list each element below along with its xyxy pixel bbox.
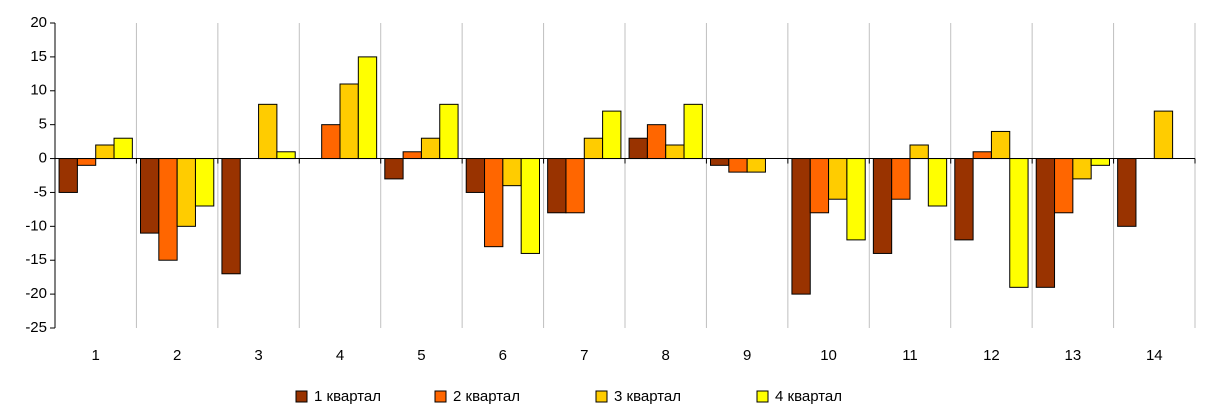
bar bbox=[95, 144, 115, 160]
legend-swatch bbox=[295, 390, 308, 403]
bar bbox=[276, 151, 296, 160]
y-tick-label: 10 bbox=[30, 82, 47, 99]
x-tick-label: 1 bbox=[92, 347, 100, 364]
y-tick-label: -15 bbox=[25, 251, 47, 268]
bar bbox=[891, 158, 911, 200]
x-tick-label: 3 bbox=[254, 347, 262, 364]
bar bbox=[321, 124, 341, 160]
bar bbox=[728, 158, 748, 173]
x-tick-label: 5 bbox=[417, 347, 425, 364]
y-tick-label: -25 bbox=[25, 319, 47, 336]
bar bbox=[258, 103, 278, 160]
bar bbox=[665, 144, 685, 160]
y-tick-label: 20 bbox=[30, 14, 47, 31]
bar bbox=[1054, 158, 1074, 214]
y-tick-label: 5 bbox=[39, 116, 47, 133]
bar bbox=[1035, 158, 1056, 288]
x-tick-label: 13 bbox=[1065, 347, 1082, 364]
bar bbox=[76, 158, 97, 166]
bar bbox=[1072, 158, 1092, 180]
bar bbox=[158, 158, 178, 261]
x-tick-label: 2 bbox=[173, 347, 181, 364]
bar bbox=[58, 158, 78, 193]
y-tick-label: -10 bbox=[25, 217, 47, 234]
x-tick-label: 4 bbox=[336, 347, 344, 364]
bar bbox=[384, 158, 404, 180]
bar bbox=[140, 158, 160, 234]
bar bbox=[439, 103, 459, 160]
bar bbox=[683, 103, 703, 160]
bar bbox=[1009, 158, 1029, 288]
bar bbox=[113, 137, 133, 160]
bar bbox=[1153, 110, 1174, 160]
bar bbox=[646, 124, 667, 160]
bar bbox=[565, 158, 585, 214]
x-tick-label: 6 bbox=[499, 347, 507, 364]
x-tick-label: 8 bbox=[662, 347, 670, 364]
bar bbox=[465, 158, 486, 193]
x-tick-label: 11 bbox=[902, 347, 918, 364]
bar bbox=[484, 158, 504, 248]
bar bbox=[954, 158, 974, 241]
legend-swatch bbox=[756, 390, 769, 403]
bar bbox=[809, 158, 830, 214]
legend-swatch bbox=[595, 390, 608, 403]
bar bbox=[176, 158, 196, 227]
bar bbox=[547, 158, 567, 214]
x-tick-label: 10 bbox=[820, 347, 837, 364]
bar bbox=[357, 56, 378, 160]
y-tick-label: 0 bbox=[39, 150, 47, 167]
bar bbox=[502, 158, 522, 187]
bar bbox=[909, 144, 929, 160]
x-tick-label: 7 bbox=[580, 347, 588, 364]
bar bbox=[583, 137, 604, 160]
x-tick-label: 14 bbox=[1146, 347, 1163, 364]
legend-label: 1 квартал bbox=[314, 388, 381, 405]
bar bbox=[791, 158, 811, 295]
legend-label: 3 квартал bbox=[614, 388, 681, 405]
bar bbox=[746, 158, 766, 173]
bar bbox=[872, 158, 893, 254]
x-tick-label: 12 bbox=[983, 347, 1000, 364]
bar bbox=[1117, 158, 1137, 227]
bar bbox=[927, 158, 948, 207]
bar bbox=[339, 83, 359, 160]
bar bbox=[628, 137, 648, 160]
bar bbox=[602, 110, 622, 160]
bar bbox=[828, 158, 848, 200]
bar bbox=[972, 151, 992, 160]
bar bbox=[846, 158, 866, 241]
y-tick-label: -20 bbox=[25, 285, 47, 302]
bar bbox=[194, 158, 215, 207]
x-tick-label: 9 bbox=[743, 347, 751, 364]
legend-label: 4 квартал bbox=[775, 388, 842, 405]
bar bbox=[990, 130, 1011, 160]
bar bbox=[710, 158, 730, 166]
y-tick-label: 15 bbox=[30, 48, 47, 65]
bar bbox=[520, 158, 541, 254]
bar bbox=[420, 137, 441, 160]
bar bbox=[402, 151, 422, 160]
legend-label: 2 квартал bbox=[453, 388, 520, 405]
legend-swatch bbox=[434, 390, 447, 403]
y-tick-label: -5 bbox=[34, 183, 47, 200]
bar bbox=[221, 158, 241, 275]
bar bbox=[1090, 158, 1111, 166]
